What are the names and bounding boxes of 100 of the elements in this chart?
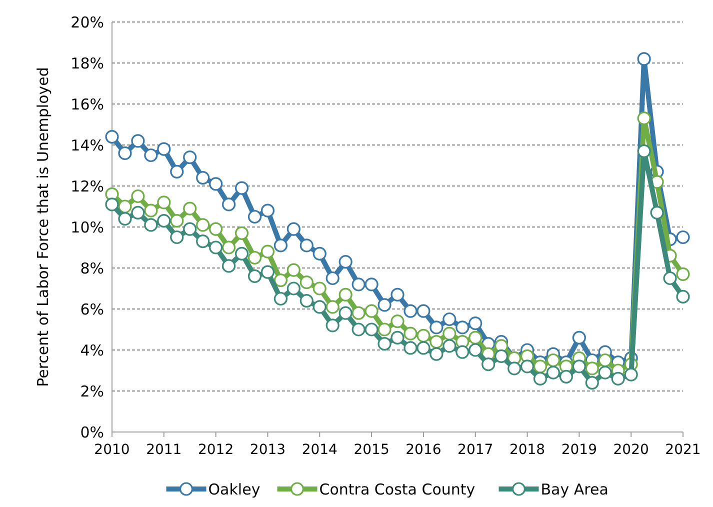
point <box>404 326 418 340</box>
point <box>183 150 197 164</box>
point <box>131 134 145 148</box>
point <box>352 322 366 336</box>
point <box>209 240 223 254</box>
point <box>494 349 508 363</box>
point <box>468 316 482 330</box>
point <box>572 330 586 344</box>
point <box>274 274 288 288</box>
point <box>170 164 184 178</box>
point <box>209 177 223 191</box>
point <box>118 146 132 160</box>
point <box>157 142 171 156</box>
point <box>144 218 158 232</box>
y-axis-title: Percent of Labor Force that is Unemployed <box>34 67 52 387</box>
point <box>222 240 236 254</box>
point <box>326 318 340 332</box>
point <box>430 347 444 361</box>
point <box>234 181 249 195</box>
x-tick-label: 2011 <box>146 442 182 458</box>
x-tick-label: 2020 <box>613 442 649 458</box>
point <box>300 276 314 290</box>
point <box>416 304 430 318</box>
point <box>533 372 548 386</box>
y-tick-label: 8% <box>80 259 104 278</box>
point <box>637 112 651 126</box>
y-tick-label: 6% <box>80 300 104 318</box>
point <box>416 341 430 355</box>
point <box>209 222 223 236</box>
point <box>170 230 184 244</box>
y-tick-label: 12% <box>70 177 104 196</box>
point <box>248 210 262 224</box>
x-tick-label: 2014 <box>302 442 338 458</box>
y-tick-label: 14% <box>70 136 104 154</box>
x-tick-label: 2013 <box>250 442 286 458</box>
x-tick-label: 2012 <box>198 442 234 458</box>
y-tick-label: 2% <box>80 382 104 400</box>
point <box>364 322 378 336</box>
point <box>338 306 352 320</box>
point <box>390 288 404 302</box>
point <box>598 366 612 380</box>
point <box>390 330 404 344</box>
point <box>105 198 119 212</box>
point <box>260 244 275 258</box>
point <box>430 320 444 334</box>
point <box>468 343 482 357</box>
x-tick-label: 2017 <box>458 442 494 458</box>
point <box>131 206 145 220</box>
point <box>404 304 418 318</box>
point <box>300 238 314 252</box>
point <box>105 130 119 144</box>
point <box>676 267 690 281</box>
legend-label: Bay Area <box>540 480 608 498</box>
point <box>326 271 340 286</box>
point <box>468 330 482 344</box>
point <box>390 314 404 328</box>
point <box>170 214 184 228</box>
point <box>260 265 275 279</box>
legend-label: Contra Costa County <box>319 480 476 498</box>
point <box>286 263 300 277</box>
point <box>572 360 586 374</box>
point <box>183 202 197 216</box>
y-tick-label: 20% <box>70 13 104 32</box>
point <box>507 362 522 376</box>
point <box>222 259 236 273</box>
legend-label: Oakley <box>208 480 260 498</box>
point <box>352 306 366 320</box>
point <box>312 300 326 314</box>
point <box>378 298 392 312</box>
y-tick-label: 16% <box>70 95 104 114</box>
point <box>364 278 378 292</box>
point <box>157 196 171 210</box>
point <box>456 345 470 359</box>
point <box>650 206 664 220</box>
point <box>144 148 158 162</box>
point <box>183 222 197 236</box>
point <box>533 360 548 374</box>
point <box>274 292 288 306</box>
point <box>286 222 300 236</box>
point <box>338 288 352 302</box>
point <box>196 171 210 185</box>
point <box>442 339 456 353</box>
point <box>260 204 275 218</box>
point <box>248 269 262 283</box>
y-tick-label: 0% <box>80 423 104 442</box>
point <box>274 238 288 252</box>
point <box>598 353 612 368</box>
x-tick-label: 2019 <box>561 442 597 458</box>
x-tick-label: 2015 <box>354 442 390 458</box>
point <box>286 282 300 296</box>
point <box>520 360 534 374</box>
point <box>364 304 378 318</box>
y-tick-label: 10% <box>70 218 104 236</box>
point <box>585 362 599 376</box>
point <box>430 335 444 349</box>
point <box>611 372 625 386</box>
point <box>442 326 456 340</box>
point <box>118 200 132 214</box>
point <box>131 189 145 204</box>
point <box>637 52 651 66</box>
